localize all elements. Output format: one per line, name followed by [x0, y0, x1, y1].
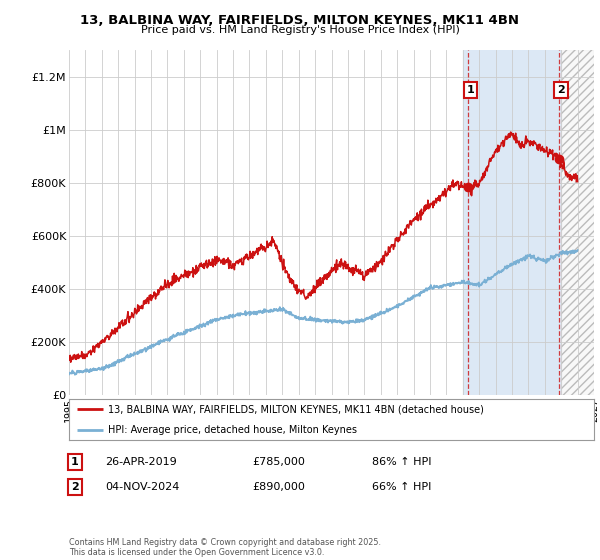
Text: 13, BALBINA WAY, FAIRFIELDS, MILTON KEYNES, MK11 4BN: 13, BALBINA WAY, FAIRFIELDS, MILTON KEYN… [80, 14, 520, 27]
Text: 2: 2 [71, 482, 79, 492]
Bar [561, 50, 594, 395]
Text: 1: 1 [467, 85, 475, 95]
Text: Price paid vs. HM Land Registry's House Price Index (HPI): Price paid vs. HM Land Registry's House … [140, 25, 460, 35]
Text: 26-APR-2019: 26-APR-2019 [105, 457, 177, 467]
Text: Contains HM Land Registry data © Crown copyright and database right 2025.
This d: Contains HM Land Registry data © Crown c… [69, 538, 381, 557]
Text: HPI: Average price, detached house, Milton Keynes: HPI: Average price, detached house, Milt… [109, 424, 358, 435]
Text: £785,000: £785,000 [252, 457, 305, 467]
Text: 1: 1 [71, 457, 79, 467]
Text: 2: 2 [557, 85, 565, 95]
Bar [561, 50, 594, 395]
Text: 04-NOV-2024: 04-NOV-2024 [105, 482, 179, 492]
Text: 13, BALBINA WAY, FAIRFIELDS, MILTON KEYNES, MK11 4BN (detached house): 13, BALBINA WAY, FAIRFIELDS, MILTON KEYN… [109, 404, 484, 414]
Text: £890,000: £890,000 [252, 482, 305, 492]
Bar [463, 50, 561, 395]
Text: 86% ↑ HPI: 86% ↑ HPI [372, 457, 431, 467]
Text: 66% ↑ HPI: 66% ↑ HPI [372, 482, 431, 492]
